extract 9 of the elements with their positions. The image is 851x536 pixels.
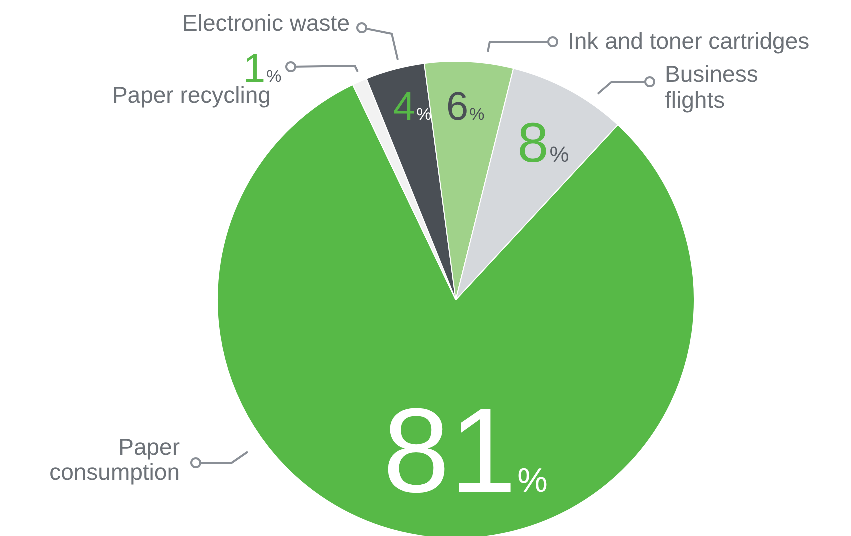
slice-label: Ink and toner cartridges xyxy=(568,28,810,54)
slice-label: Paper consumption xyxy=(50,434,180,485)
slice-label: Electronic waste xyxy=(182,10,350,36)
data-label: 4% xyxy=(393,85,432,129)
data-label: 6% xyxy=(446,85,485,129)
slice-label: Paper recycling xyxy=(112,82,271,108)
data-label: 81% xyxy=(383,384,548,518)
slice-label: Business flights xyxy=(665,61,758,113)
data-label: 8% xyxy=(518,111,570,174)
